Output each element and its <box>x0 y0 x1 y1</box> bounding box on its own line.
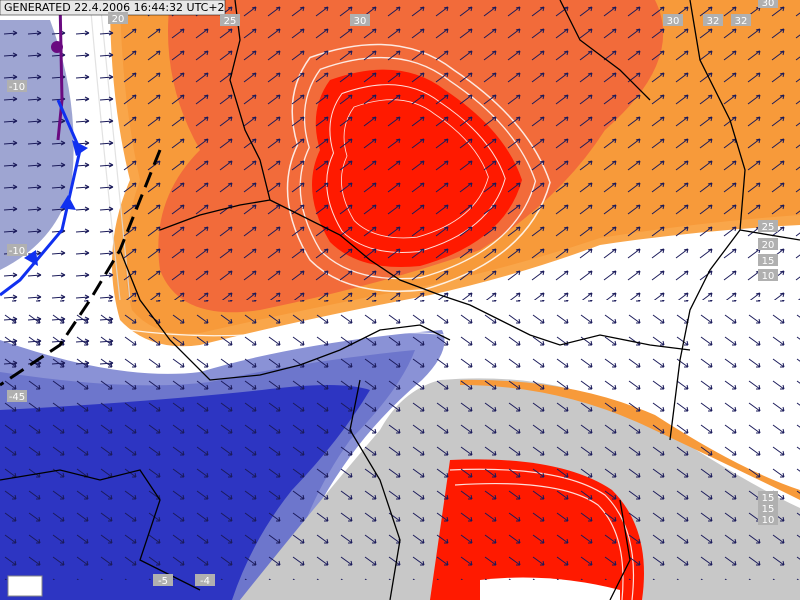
contour-label: 15 <box>762 256 775 267</box>
contour-label-box <box>731 14 751 26</box>
front-symbol <box>51 41 63 53</box>
contour-label-box <box>7 244 27 256</box>
contour-label-box <box>758 502 778 514</box>
contour-label: -45 <box>9 392 25 403</box>
trough-line <box>0 149 162 387</box>
contour-label: -4 <box>200 576 210 587</box>
contour-label: 15 <box>762 493 775 504</box>
contour-label-box <box>220 14 240 26</box>
contour-label-box <box>195 574 215 586</box>
contour-label: 20 <box>762 240 775 251</box>
contour-label: 20 <box>112 14 125 25</box>
contour-label-box <box>108 12 128 24</box>
header-title: GENERATED 22.4.2006 16:44:32 UTC+2 <box>4 1 225 14</box>
contour-label: 30 <box>762 0 775 9</box>
contour-label: 32 <box>735 16 748 27</box>
contour-label: 10 <box>762 271 775 282</box>
contour-label-box <box>758 238 778 250</box>
legend-box <box>7 575 43 597</box>
contour-label-box <box>153 574 173 586</box>
contour-label-box <box>663 14 683 26</box>
contour-label: 25 <box>762 222 775 233</box>
contour-label-box <box>350 14 370 26</box>
contour-label: -5 <box>158 576 168 587</box>
contour-label: -10 <box>9 246 25 257</box>
contour-label-box <box>758 254 778 266</box>
contour-label-box <box>7 80 27 92</box>
contour-label-box <box>758 0 778 8</box>
contour-label: 30 <box>354 16 367 27</box>
contour-label-box <box>758 269 778 281</box>
contour-label: 15 <box>762 504 775 515</box>
contour-label: 30 <box>667 16 680 27</box>
contour-label-box <box>703 14 723 26</box>
contour-label-box <box>758 513 778 525</box>
contour-label: 25 <box>224 16 237 27</box>
contour-label: -10 <box>9 82 25 93</box>
cold-front <box>0 99 82 297</box>
occluded-front <box>56 0 64 141</box>
contour-label-box <box>758 220 778 232</box>
contour-label: 10 <box>762 515 775 526</box>
contour-label: 32 <box>707 16 720 27</box>
contour-label-box <box>7 390 27 402</box>
contour-label-box <box>758 491 778 503</box>
wind-arrows <box>120 0 800 300</box>
contour-labels: 20 25 30 30 32 3230-10-10-4525201510151510-5-… <box>7 0 778 587</box>
